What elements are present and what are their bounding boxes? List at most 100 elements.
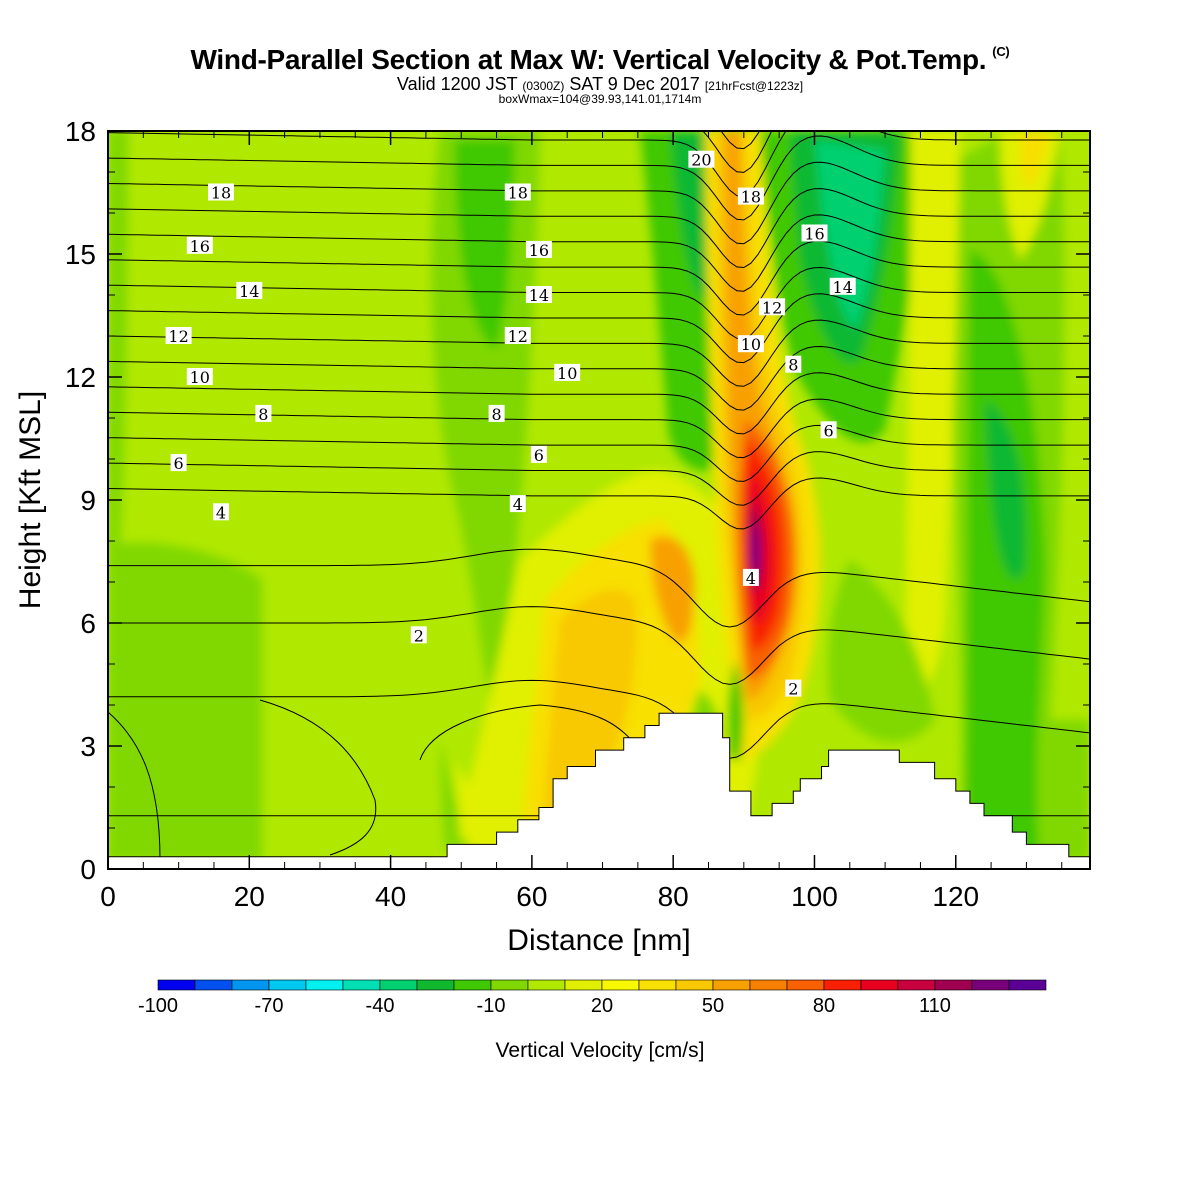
theta-contour-label: 2 [785,679,802,699]
svg-text:14: 14 [239,282,259,301]
theta-contour-label: 12 [759,298,786,317]
theta-isoline [108,451,1090,506]
svg-text:2: 2 [414,626,424,645]
theta-isoline [108,372,1090,435]
theta-isoline [108,0,1090,6]
theta-isoline [108,293,1090,364]
svg-text:18: 18 [211,184,231,203]
theta-contour-label: 16 [801,224,828,244]
colorbar-swatch [1008,979,1047,991]
colorbar-swatch [379,979,418,991]
svg-text:16: 16 [190,237,210,256]
theta-isoline [259,699,377,856]
theta-isoline [108,679,1090,759]
colorbar-tick-label: 20 [591,995,613,1017]
x-axis: 0 20 40 60 80 100 120 [100,131,1063,912]
colorbar-swatch [268,979,307,991]
x-tick-label: 40 [375,881,406,912]
y-axis: 0 3 6 9 12 15 18 [65,116,1090,885]
theta-contour-label: 6 [820,421,837,440]
theta-isoline [108,345,1090,411]
colorbar-swatch [749,979,788,991]
theta-contour-label: 6 [170,454,187,473]
x-axis-label: Distance [nm] [507,924,690,957]
theta-contour-label: 16 [186,236,213,256]
colorbar-swatch [675,979,714,991]
colorbar-tick-label: 110 [919,995,951,1017]
x-tick-label: 120 [932,881,979,912]
svg-text:16: 16 [804,225,824,244]
colorbar-swatch [934,979,973,991]
x-tick-label: 100 [791,881,838,912]
colorbar-swatch [490,979,529,991]
svg-text:4: 4 [216,503,226,522]
theta-contour-label: 4 [742,568,759,588]
theta-isoline [108,0,1090,54]
theta-isoline [419,704,641,761]
potential-temperature-contours [108,0,1090,861]
theta-isoline [108,711,161,861]
colorbar-swatch [823,979,862,991]
y-tick-label: 12 [65,362,96,393]
svg-text:18: 18 [508,184,528,203]
theta-contour-label: 10 [186,368,213,387]
theta-isoline [108,214,1090,292]
svg-text:12: 12 [168,327,188,346]
colorbar-tick-label: -10 [477,995,506,1017]
svg-text:14: 14 [833,278,853,297]
x-tick-label: 0 [100,881,116,912]
colorbar-swatch [564,979,603,991]
svg-text:4: 4 [513,495,523,514]
theta-contour-label: 4 [509,495,526,514]
colorbar-tick-label: -70 [255,995,284,1017]
theta-contour-label: 20 [688,150,715,170]
chart-title: Wind-Parallel Section at Max W: Vertical… [190,44,1010,75]
svg-text:20: 20 [691,151,711,170]
theta-isoline [108,398,1090,459]
colorbar: -100 -70 -40 -10 20 50 80 110 [138,979,1047,1017]
theta-isoline [108,240,1090,316]
theta-contour-label: 8 [488,404,505,424]
colorbar-tick-label: 50 [702,995,724,1017]
theta-isoline [108,319,1090,387]
x-tick-label: 20 [234,881,265,912]
y-tick-label: 0 [80,854,96,885]
theta-isoline [108,0,1090,77]
theta-isoline [108,135,1090,221]
theta-isoline [108,424,1090,482]
colorbar-swatch [416,979,455,991]
colorbar-swatch [712,979,751,991]
theta-isoline [108,161,1090,245]
svg-text:12: 12 [762,298,782,317]
terrain-mask [107,712,1091,870]
theta-isoline [108,131,1090,197]
colorbar-swatch [897,979,936,991]
y-tick-label: 3 [80,731,96,762]
svg-text:8: 8 [788,356,798,375]
theta-contour-label: 10 [554,363,581,383]
theta-isoline [108,188,1090,269]
svg-text:4: 4 [746,569,756,588]
theta-isoline [108,0,1090,30]
y-tick-label: 9 [80,485,96,516]
colorbar-swatch [342,979,381,991]
colorbar-swatch [453,979,492,991]
theta-isoline [108,31,1090,125]
svg-text:10: 10 [741,335,761,354]
theta-isoline [108,548,1090,628]
colorbar-tick-label: -40 [366,995,395,1017]
svg-text:16: 16 [529,241,549,260]
chart-subtitle: Valid 1200 JST (0300Z) SAT 9 Dec 2017 [2… [396,74,804,94]
theta-contour-label: 14 [525,286,552,305]
x-tick-label: 80 [658,881,689,912]
theta-contour-label: 18 [737,187,764,207]
svg-text:6: 6 [174,454,184,473]
theta-contour-label: 8 [255,404,272,424]
theta-contour-label: 8 [785,355,802,375]
svg-text:10: 10 [557,364,577,383]
theta-contour-label: 14 [236,281,263,301]
theta-contour-label: 16 [525,240,552,260]
theta-contour-label: 14 [829,277,856,297]
theta-contour-label: 6 [530,445,547,465]
